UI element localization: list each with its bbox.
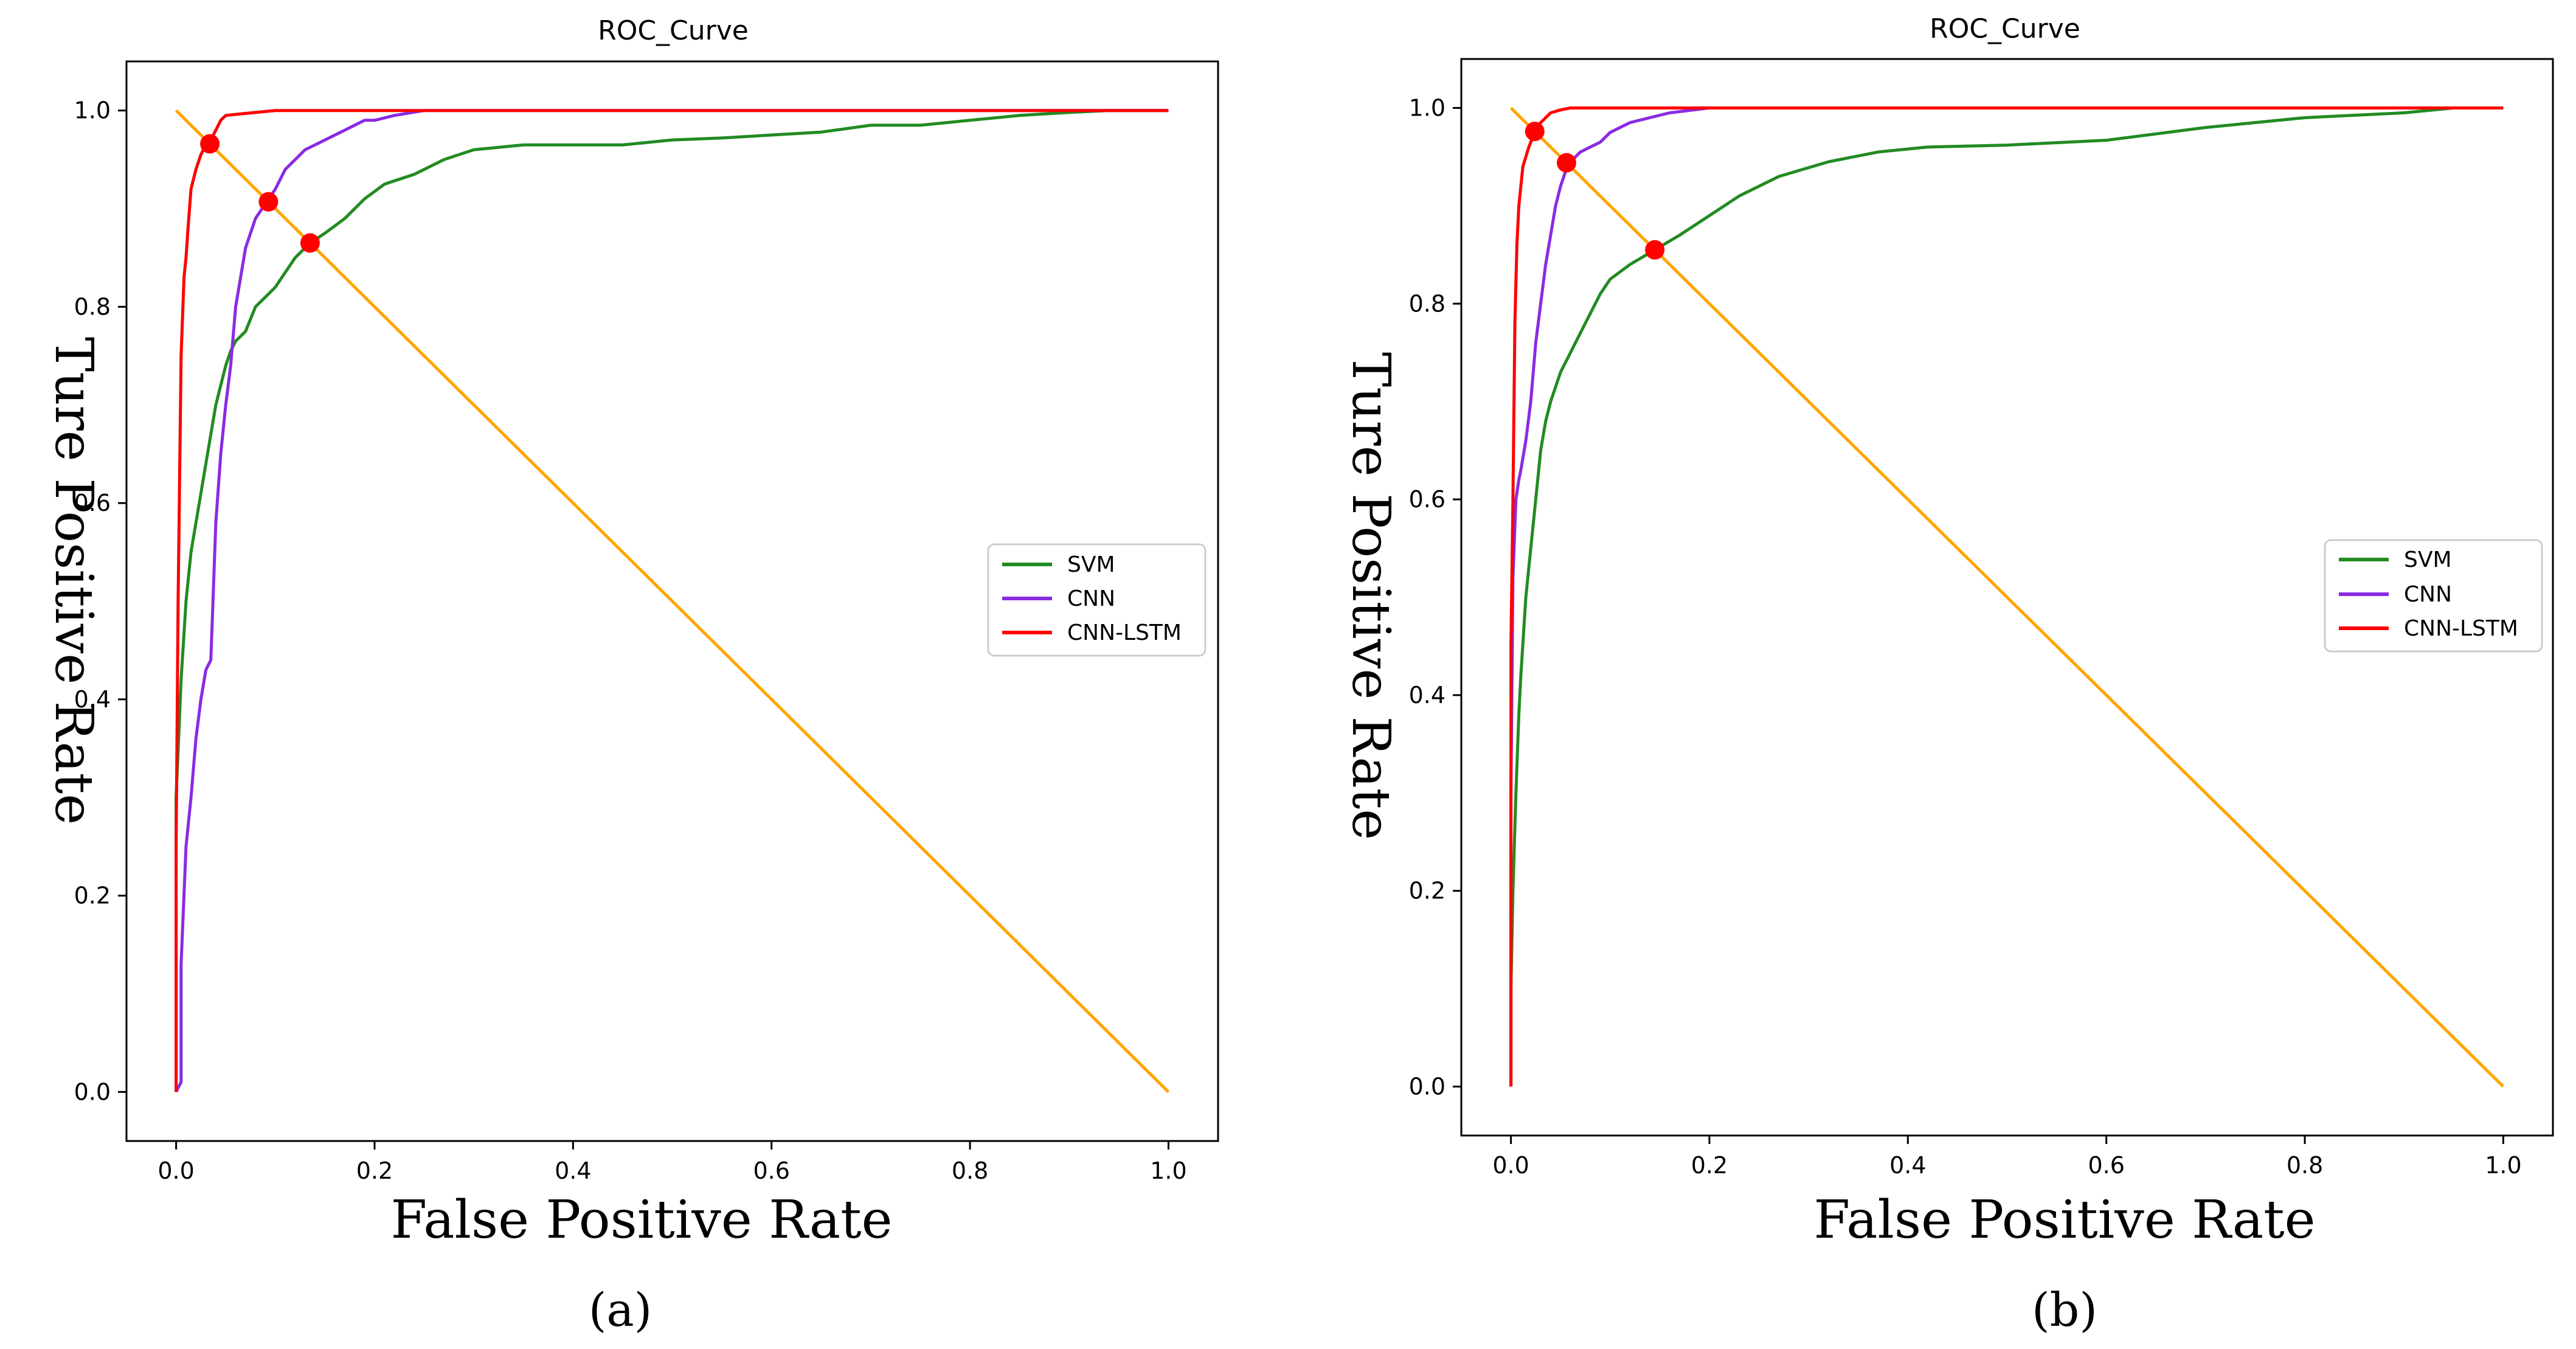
y-tick-label: 0.8 [74,293,111,320]
eer-point-cnn [258,192,279,212]
y-tick-label: 0.4 [74,686,111,713]
y-tick-label: 1.0 [74,97,111,124]
marker-layer [200,134,320,253]
x-tick-label: 0.6 [753,1157,789,1184]
series-line-cnn [175,109,1169,1093]
legend: SVM CNN CNN-LSTM [2324,539,2543,653]
x-tick-label: 0.6 [2088,1152,2124,1179]
x-tick-label: 1.0 [1150,1157,1186,1184]
panel-caption: (b) [2032,1283,2097,1337]
y-axis-label: Ture Positive Rate [1340,352,1401,840]
x-tick-label: 0.2 [356,1157,393,1184]
y-tick-label: 0.4 [1409,682,1446,709]
y-tick-label: 0.2 [74,883,111,909]
x-tick-label: 0.8 [2287,1152,2323,1179]
x-tick-label: 0.0 [1492,1152,1529,1179]
y-tick-label: 0.8 [1409,290,1446,317]
legend-label-svm: SVM [1067,552,1115,577]
y-tick-label: 0.6 [74,490,111,516]
series-line-diagonal [175,109,1170,1094]
legend-label-cnn-lstm: CNN-LSTM [1067,620,1182,645]
y-tick-label: 0.6 [1409,486,1446,513]
legend-box [2324,539,2543,653]
panel-caption: (a) [589,1283,653,1337]
legend-label-cnn: CNN [2404,582,2452,607]
series-line-cnn-lstm [1509,106,2504,1087]
axis-ticks: 0.0 0.2 0.4 0.6 0.8 1.0 0.0 0.2 0.4 0.6 0.8 1.0 [1409,94,2522,1179]
panel-b: ROC_Curve 0.0 0.2 0.4 0.6 0.8 1.0 0.0 0.2 0.4 0.6… [1340,13,2554,1337]
eer-point-cnn [1557,153,1576,173]
eer-point-svm [300,233,320,253]
legend-box [987,543,1207,657]
marker-layer [1525,122,1665,260]
y-tick-label: 0.0 [1409,1073,1446,1100]
series-line-diagonal [1509,106,2505,1088]
y-tick-label: 0.0 [74,1078,111,1105]
x-tick-label: 1.0 [2485,1152,2521,1179]
x-axis-label: False Positive Rate [1813,1190,2315,1250]
x-tick-label: 0.8 [952,1157,988,1184]
series-line-cnn [1509,106,2504,1087]
y-tick-label: 0.2 [1409,878,1446,904]
x-tick-label: 0.4 [1889,1152,1926,1179]
axis-ticks: 0.0 0.2 0.4 0.6 0.8 1.0 0.0 0.2 0.4 0.6 0.8 1.0 [74,97,1187,1184]
series-layer [1509,106,2505,1088]
series-line-svm [1509,106,2504,1087]
x-tick-label: 0.2 [1691,1152,1728,1179]
x-tick-label: 0.4 [555,1157,591,1184]
eer-point-svm [1645,240,1665,260]
chart-title: ROC_Curve [1930,13,2080,44]
y-axis-label: Ture Positive Rate [43,337,104,825]
legend-label-cnn: CNN [1067,586,1115,611]
legend-label-svm: SVM [2404,547,2452,572]
eer-point-cnn-lstm [1525,122,1545,142]
x-axis-label: False Positive Rate [390,1190,892,1250]
legend-label-cnn-lstm: CNN-LSTM [2404,616,2518,641]
legend: SVM CNN CNN-LSTM [987,543,1207,657]
x-tick-label: 0.0 [158,1157,194,1184]
panel-a: ROC_Curve 0.0 0.2 0.4 0.6 0.8 1.0 0.0 0.2 0.4 0.6… [43,15,1219,1337]
eer-point-cnn-lstm [200,134,220,154]
y-tick-label: 1.0 [1409,94,1446,121]
chart-title: ROC_Curve [598,15,749,46]
